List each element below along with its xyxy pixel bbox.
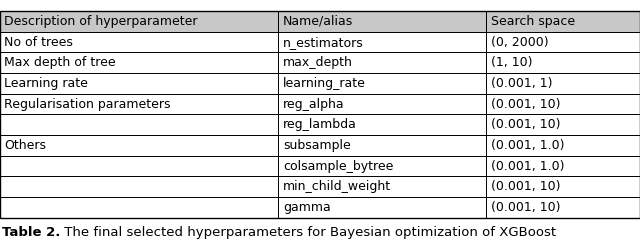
Text: min_child_weight: min_child_weight (283, 180, 391, 193)
Text: (0.001, 1.0): (0.001, 1.0) (491, 139, 564, 152)
Text: Table 2.: Table 2. (2, 226, 60, 239)
Bar (0, 176, 278, 197)
Bar (278, 114, 486, 135)
Bar (486, 176, 640, 197)
Text: (0.001, 10): (0.001, 10) (491, 118, 561, 131)
Bar (278, 176, 486, 197)
Bar (278, 156, 486, 176)
Text: Max depth of tree: Max depth of tree (4, 56, 116, 69)
Text: No of trees: No of trees (4, 36, 74, 48)
Bar (0, 135, 278, 156)
Text: (0.001, 10): (0.001, 10) (491, 98, 561, 110)
Text: subsample: subsample (283, 139, 351, 152)
Text: reg_lambda: reg_lambda (283, 118, 356, 131)
Text: max_depth: max_depth (283, 56, 353, 69)
Bar (278, 73, 486, 94)
Bar (486, 94, 640, 114)
Text: Others: Others (4, 139, 47, 152)
Bar (278, 135, 486, 156)
Bar (486, 32, 640, 52)
Bar (0, 11, 278, 32)
Bar (0, 11, 640, 218)
Bar (0, 114, 278, 135)
Text: reg_alpha: reg_alpha (283, 98, 344, 110)
Text: (0.001, 1.0): (0.001, 1.0) (491, 160, 564, 172)
Bar (486, 52, 640, 73)
Bar (0, 94, 278, 114)
Text: Regularisation parameters: Regularisation parameters (4, 98, 171, 110)
Text: (0.001, 10): (0.001, 10) (491, 180, 561, 193)
Text: n_estimators: n_estimators (283, 36, 364, 48)
Bar (0, 197, 278, 218)
Text: (0.001, 1): (0.001, 1) (491, 77, 552, 90)
Text: learning_rate: learning_rate (283, 77, 365, 90)
Bar (486, 114, 640, 135)
Bar (278, 52, 486, 73)
Text: gamma: gamma (283, 201, 331, 214)
Text: (0, 2000): (0, 2000) (491, 36, 548, 48)
Text: Learning rate: Learning rate (4, 77, 88, 90)
Bar (278, 197, 486, 218)
Text: Search space: Search space (491, 15, 575, 28)
Bar (278, 11, 486, 32)
Bar (486, 11, 640, 32)
Text: Name/alias: Name/alias (283, 15, 353, 28)
Bar (278, 32, 486, 52)
Text: The final selected hyperparameters for Bayesian optimization of XGBoost: The final selected hyperparameters for B… (60, 226, 556, 239)
Bar (486, 197, 640, 218)
Bar (486, 73, 640, 94)
Bar (0, 52, 278, 73)
Bar (486, 135, 640, 156)
Text: Description of hyperparameter: Description of hyperparameter (4, 15, 198, 28)
Bar (278, 94, 486, 114)
Bar (486, 156, 640, 176)
Text: colsample_bytree: colsample_bytree (283, 160, 393, 172)
Text: (0.001, 10): (0.001, 10) (491, 201, 561, 214)
Bar (0, 32, 278, 52)
Text: (1, 10): (1, 10) (491, 56, 532, 69)
Bar (0, 73, 278, 94)
Bar (0, 156, 278, 176)
